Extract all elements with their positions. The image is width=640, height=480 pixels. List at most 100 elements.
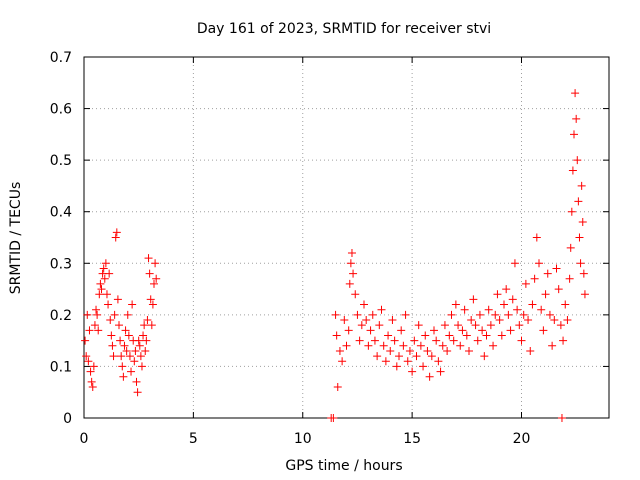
data-point	[515, 321, 524, 330]
data-point	[570, 130, 578, 139]
data-points	[81, 89, 589, 422]
data-point	[362, 316, 371, 325]
data-point	[84, 357, 93, 366]
data-point	[108, 341, 117, 350]
data-point	[510, 259, 519, 268]
x-tick-label: 15	[403, 431, 421, 447]
data-point	[554, 285, 563, 294]
data-point	[151, 259, 160, 268]
data-point	[99, 264, 108, 273]
data-point	[110, 310, 119, 319]
data-point	[559, 336, 568, 345]
y-tick-label: 0.3	[50, 256, 72, 272]
data-point	[425, 372, 434, 381]
data-point	[92, 305, 101, 314]
data-point	[127, 367, 136, 376]
data-point	[462, 331, 471, 340]
y-tick-label: 0.4	[50, 205, 72, 221]
data-point	[150, 279, 158, 288]
data-point	[568, 166, 577, 175]
data-point	[370, 336, 379, 345]
data-point	[543, 269, 552, 278]
data-point	[135, 341, 144, 350]
data-point	[384, 331, 393, 340]
data-point	[434, 357, 443, 366]
data-point	[347, 248, 356, 257]
data-point	[88, 383, 97, 392]
x-tick-label: 10	[294, 431, 312, 447]
data-point	[500, 300, 508, 309]
data-point	[111, 233, 120, 242]
data-point	[561, 300, 570, 309]
plot-frame	[83, 56, 610, 419]
data-point	[405, 346, 414, 355]
chart-title: Day 161 of 2023, SRMTID for receiver stv…	[197, 21, 491, 37]
data-point	[89, 362, 98, 371]
data-point	[104, 300, 113, 309]
data-point	[537, 305, 546, 314]
data-point	[456, 341, 465, 350]
data-point	[403, 357, 412, 366]
data-point	[373, 352, 382, 361]
data-point	[340, 316, 349, 325]
data-point	[478, 326, 487, 335]
data-point	[557, 414, 566, 422]
data-point	[576, 259, 585, 268]
data-point	[101, 259, 110, 268]
data-point	[125, 352, 134, 361]
data-point	[566, 243, 575, 252]
data-point	[447, 310, 456, 319]
grid	[84, 57, 609, 418]
data-point	[102, 290, 111, 299]
data-point	[430, 326, 438, 335]
data-point	[397, 326, 406, 335]
ticks	[83, 56, 609, 419]
data-point	[575, 233, 584, 242]
data-point	[528, 300, 537, 309]
data-point	[408, 367, 417, 376]
data-point	[122, 346, 131, 355]
data-point	[342, 341, 351, 350]
data-point	[579, 269, 588, 278]
data-point	[451, 300, 460, 309]
data-point	[148, 300, 157, 309]
data-point	[375, 321, 384, 330]
data-point	[504, 310, 513, 319]
data-point	[573, 156, 582, 165]
data-point	[508, 295, 517, 304]
data-point	[331, 310, 340, 319]
data-point	[106, 316, 115, 325]
data-point	[82, 352, 91, 361]
data-point	[113, 295, 122, 304]
data-point	[87, 377, 96, 386]
data-point	[427, 352, 436, 361]
data-point	[118, 362, 127, 371]
data-point	[333, 383, 342, 392]
data-point	[449, 336, 458, 345]
data-point	[139, 331, 148, 340]
data-point	[152, 274, 161, 283]
y-tick-label: 0.5	[50, 153, 72, 169]
data-point	[489, 341, 498, 350]
y-tick-labels: 0 0.1 0.2 0.3 0.4 0.5 0.6 0.7	[50, 50, 72, 427]
data-point	[142, 336, 151, 345]
y-tick-label: 0	[63, 411, 72, 427]
data-point	[386, 346, 395, 355]
data-point	[335, 346, 344, 355]
data-point	[465, 346, 473, 355]
data-point	[357, 321, 366, 330]
data-point	[416, 341, 425, 350]
x-tick-labels: 0 5 10 15 20	[80, 431, 531, 447]
data-point	[473, 336, 482, 345]
data-point	[497, 331, 506, 340]
data-point	[83, 310, 92, 319]
data-point	[360, 300, 368, 309]
data-point	[572, 114, 581, 123]
data-point	[345, 279, 354, 288]
data-point	[338, 357, 347, 366]
x-axis-label: GPS time / hours	[285, 458, 402, 474]
y-tick-label: 0.7	[50, 50, 72, 66]
data-point	[90, 321, 99, 330]
data-point	[332, 331, 341, 340]
data-point	[130, 357, 139, 366]
